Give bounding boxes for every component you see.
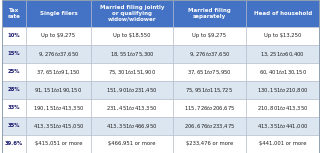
FancyBboxPatch shape <box>2 0 26 27</box>
FancyBboxPatch shape <box>173 99 246 117</box>
FancyBboxPatch shape <box>26 0 91 27</box>
FancyBboxPatch shape <box>91 27 173 45</box>
FancyBboxPatch shape <box>2 45 26 63</box>
FancyBboxPatch shape <box>2 27 26 45</box>
Text: Tax
rate: Tax rate <box>7 8 20 19</box>
FancyBboxPatch shape <box>246 27 319 45</box>
Text: 25%: 25% <box>8 69 20 74</box>
FancyBboxPatch shape <box>26 63 91 81</box>
Text: $75,301 to $151,900: $75,301 to $151,900 <box>108 68 156 76</box>
Text: $151,901 to $231,450: $151,901 to $231,450 <box>106 86 157 94</box>
FancyBboxPatch shape <box>173 117 246 135</box>
FancyBboxPatch shape <box>173 0 246 27</box>
FancyBboxPatch shape <box>246 63 319 81</box>
Text: Head of household: Head of household <box>254 11 312 16</box>
Text: $210,801 to $413,350: $210,801 to $413,350 <box>257 104 309 112</box>
FancyBboxPatch shape <box>2 81 26 99</box>
Text: $413,351 to $415,050: $413,351 to $415,050 <box>33 122 84 130</box>
FancyBboxPatch shape <box>91 117 173 135</box>
FancyBboxPatch shape <box>91 135 173 153</box>
Text: 35%: 35% <box>8 123 20 129</box>
Text: Up to $18,550: Up to $18,550 <box>113 33 150 38</box>
FancyBboxPatch shape <box>246 0 319 27</box>
FancyBboxPatch shape <box>91 63 173 81</box>
Text: 39.6%: 39.6% <box>5 142 23 146</box>
FancyBboxPatch shape <box>91 45 173 63</box>
Text: $413,351 to $441,000: $413,351 to $441,000 <box>257 122 309 130</box>
FancyBboxPatch shape <box>246 81 319 99</box>
Text: $130,151 to $210,800: $130,151 to $210,800 <box>257 86 309 94</box>
Text: $75,951 to $115,725: $75,951 to $115,725 <box>185 86 233 94</box>
FancyBboxPatch shape <box>26 135 91 153</box>
Text: $37,651 to $75,950: $37,651 to $75,950 <box>187 68 232 76</box>
FancyBboxPatch shape <box>246 117 319 135</box>
FancyBboxPatch shape <box>173 45 246 63</box>
FancyBboxPatch shape <box>2 117 26 135</box>
Text: $231,451 to $413,350: $231,451 to $413,350 <box>106 104 157 112</box>
FancyBboxPatch shape <box>246 45 319 63</box>
Text: Up to $9,275: Up to $9,275 <box>42 33 76 38</box>
FancyBboxPatch shape <box>26 81 91 99</box>
Text: $466,951 or more: $466,951 or more <box>108 142 156 146</box>
Text: Married filing
separately: Married filing separately <box>188 8 231 19</box>
Text: 15%: 15% <box>8 51 20 56</box>
FancyBboxPatch shape <box>91 81 173 99</box>
Text: $60,401 to $130,150: $60,401 to $130,150 <box>259 68 307 76</box>
Text: $13,251 to $60,400: $13,251 to $60,400 <box>260 50 305 58</box>
Text: $91,151 to $190,150: $91,151 to $190,150 <box>35 86 82 94</box>
FancyBboxPatch shape <box>173 135 246 153</box>
Text: $415,051 or more: $415,051 or more <box>35 142 82 146</box>
Text: $115,726 to $206,675: $115,726 to $206,675 <box>184 104 235 112</box>
Text: Up to $13,250: Up to $13,250 <box>264 33 301 38</box>
Text: $18,551 to $75,300: $18,551 to $75,300 <box>110 50 154 58</box>
FancyBboxPatch shape <box>26 27 91 45</box>
FancyBboxPatch shape <box>91 0 173 27</box>
FancyBboxPatch shape <box>2 63 26 81</box>
FancyBboxPatch shape <box>173 63 246 81</box>
FancyBboxPatch shape <box>246 135 319 153</box>
Text: $190,151 to $413,350: $190,151 to $413,350 <box>33 104 84 112</box>
FancyBboxPatch shape <box>2 135 26 153</box>
Text: 28%: 28% <box>8 87 20 92</box>
FancyBboxPatch shape <box>26 117 91 135</box>
Text: 33%: 33% <box>8 105 20 110</box>
Text: $9,276 to $37,650: $9,276 to $37,650 <box>189 50 230 58</box>
Text: $37,651 to $91,150: $37,651 to $91,150 <box>36 68 81 76</box>
Text: Married filing jointly
or qualifying
widow/widower: Married filing jointly or qualifying wid… <box>100 5 164 22</box>
FancyBboxPatch shape <box>26 45 91 63</box>
FancyBboxPatch shape <box>173 81 246 99</box>
Text: Up to $9,275: Up to $9,275 <box>192 33 226 38</box>
FancyBboxPatch shape <box>26 99 91 117</box>
FancyBboxPatch shape <box>246 99 319 117</box>
FancyBboxPatch shape <box>91 99 173 117</box>
Text: $206,676 to $233,475: $206,676 to $233,475 <box>184 122 235 130</box>
Text: 10%: 10% <box>8 33 20 38</box>
Text: $413,351 to $466,950: $413,351 to $466,950 <box>106 122 157 130</box>
Text: $9,276 to $37,650: $9,276 to $37,650 <box>38 50 79 58</box>
FancyBboxPatch shape <box>2 99 26 117</box>
Text: $441,001 or more: $441,001 or more <box>259 142 307 146</box>
FancyBboxPatch shape <box>173 27 246 45</box>
Text: $233,476 or more: $233,476 or more <box>186 142 233 146</box>
Text: Single filers: Single filers <box>40 11 77 16</box>
